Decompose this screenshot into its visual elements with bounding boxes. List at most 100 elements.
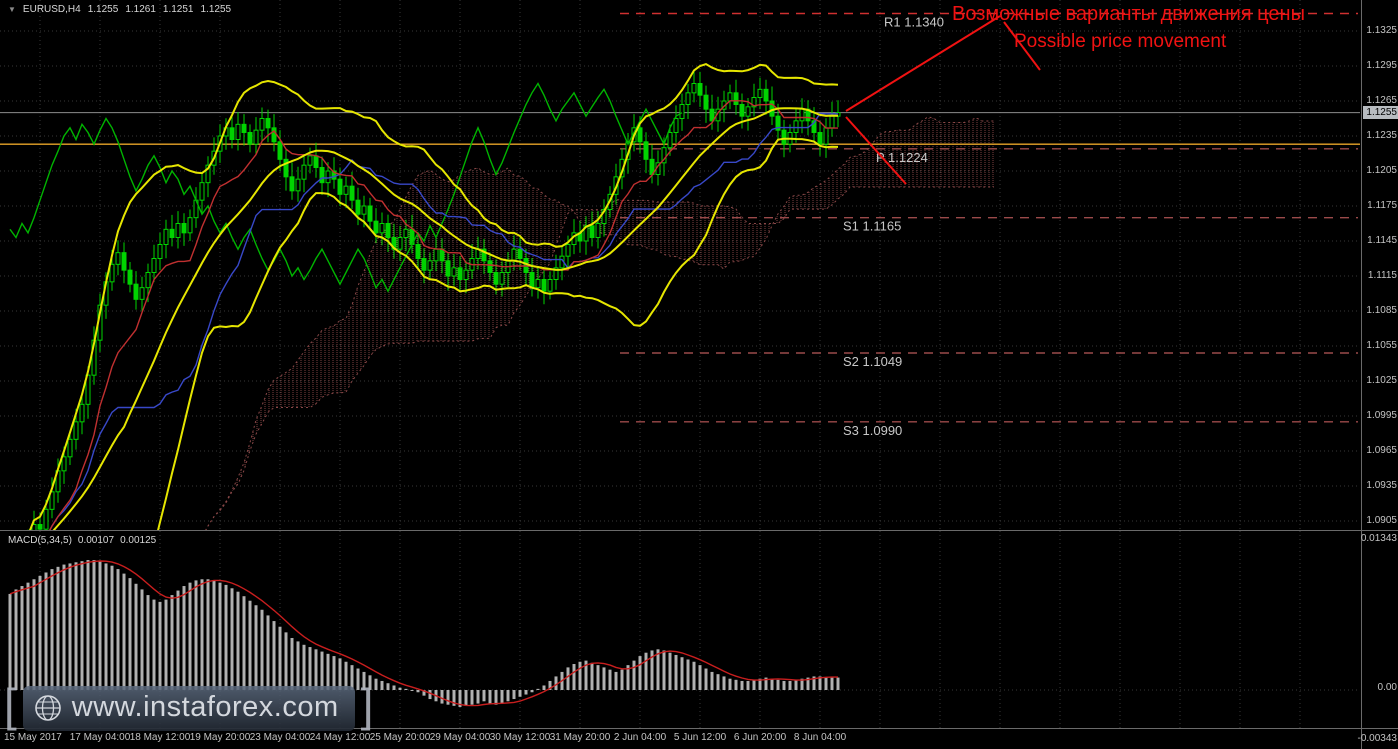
macd-bar (500, 690, 504, 704)
macd-bar (386, 683, 390, 690)
price-chart[interactable]: R1 1.1340 P 1.1224 S1 1.1165 S2 1.1049 S3 1.… (0, 0, 1360, 530)
candle (151, 244, 157, 283)
candle (541, 269, 547, 305)
candle (397, 225, 403, 261)
macd-bar (344, 661, 348, 690)
macd-bar (476, 690, 480, 704)
candle (535, 267, 541, 299)
macd-indicator-panel[interactable] (0, 531, 1360, 729)
macd-bar (224, 584, 228, 690)
macd-bar (830, 677, 834, 690)
macd-bar (626, 665, 630, 690)
macd-bar (542, 685, 546, 690)
price-axis-label: 1.1085 (1366, 305, 1397, 316)
macd-bar (494, 690, 498, 705)
macd-bar (80, 561, 84, 690)
price-axis-label: 1.1205 (1366, 165, 1397, 176)
candle (139, 276, 145, 312)
macd-grid (0, 531, 1360, 729)
candle (265, 109, 271, 143)
chikou-line (9, 82, 683, 293)
candle (745, 97, 751, 131)
price-axis[interactable]: 1.1325 1.1295 1.1265 1.1235 1.1205 1.1175 1.11… (1357, 0, 1398, 749)
macd-bar (122, 573, 126, 690)
time-axis-label: 30 May 12:00 (489, 732, 551, 743)
candle (757, 77, 763, 110)
panel-separator[interactable] (0, 530, 1398, 531)
macd-bar (86, 560, 90, 690)
macd-bar (32, 579, 36, 690)
candle (343, 176, 349, 209)
macd-bar (266, 615, 270, 690)
candle (229, 113, 235, 149)
macd-bar (446, 690, 450, 705)
current-price-badge: 1.1255 (1363, 105, 1398, 119)
open-value: 1.1255 (87, 4, 119, 15)
macd-bar (776, 679, 780, 690)
bollinger-middle (52, 107, 839, 530)
macd-bar (26, 582, 30, 690)
candle (691, 69, 697, 103)
price-axis-label: 1.1145 (1367, 235, 1397, 246)
macd-bar (716, 674, 720, 690)
macd-bar (722, 676, 726, 690)
macd-bar (650, 650, 654, 690)
macd-bar (392, 685, 396, 690)
macd-bar (50, 569, 54, 690)
candle (241, 114, 247, 146)
macd-axis-label: 0.01343 (1360, 533, 1397, 544)
macd-bar (422, 690, 426, 696)
pivot-label-p: P 1.1224 (876, 150, 928, 165)
macd-bar (818, 676, 822, 690)
pivot-label-r1: R1 1.1340 (884, 15, 944, 30)
macd-bar (530, 690, 534, 693)
candle (685, 83, 691, 119)
macd-bar (734, 679, 738, 690)
candle (427, 252, 433, 279)
symbol-period-label: EURUSD,H4 (22, 4, 81, 15)
macd-axis-label: -0.00343 (1357, 733, 1397, 744)
chart-grid (0, 0, 1360, 530)
macd-bar (260, 609, 264, 690)
macd-bar (308, 647, 312, 690)
candle (727, 84, 733, 110)
macd-bar (62, 564, 66, 690)
candle (829, 101, 835, 137)
macd-bar (602, 667, 606, 690)
macd-bar (8, 593, 12, 690)
macd-bar (146, 595, 150, 690)
low-value: 1.1251 (162, 4, 194, 15)
time-axis-label: 15 May 2017 (4, 732, 62, 743)
candle (301, 154, 307, 193)
time-axis-label: 29 May 04:00 (429, 732, 491, 743)
macd-bar (14, 589, 18, 690)
macd-bar (794, 679, 798, 690)
candle (733, 79, 739, 115)
candle (481, 238, 487, 274)
candle (133, 271, 139, 310)
macd-bar (116, 569, 120, 690)
tenkan-line (49, 100, 838, 530)
time-axis[interactable]: 15 May 2017 17 May 04:00 18 May 12:00 19 Ma… (0, 729, 1360, 749)
macd-bar (506, 690, 510, 702)
macd-bar (200, 579, 204, 690)
macd-bar (746, 680, 750, 690)
macd-bar (158, 601, 162, 690)
candle (283, 149, 289, 191)
macd-bar (752, 679, 756, 690)
price-axis-label: 1.0965 (1366, 445, 1397, 456)
macd-bar (566, 667, 570, 690)
candle (643, 132, 649, 174)
candle (349, 171, 355, 210)
price-axis-label: 1.1265 (1366, 95, 1397, 106)
macd-bar (728, 678, 732, 690)
macd-signal-line (9, 560, 838, 707)
macd-bar (512, 690, 516, 700)
time-axis-label: 23 May 04:00 (249, 732, 311, 743)
macd-value: 0.00107 (77, 535, 115, 546)
annotation-ru: Возможные варианты движения цены (952, 3, 1305, 25)
macd-bar (416, 690, 420, 693)
symbol-dropdown-icon[interactable]: ▼ (8, 5, 16, 14)
macd-bar (284, 632, 288, 690)
macd-bar (788, 680, 792, 690)
